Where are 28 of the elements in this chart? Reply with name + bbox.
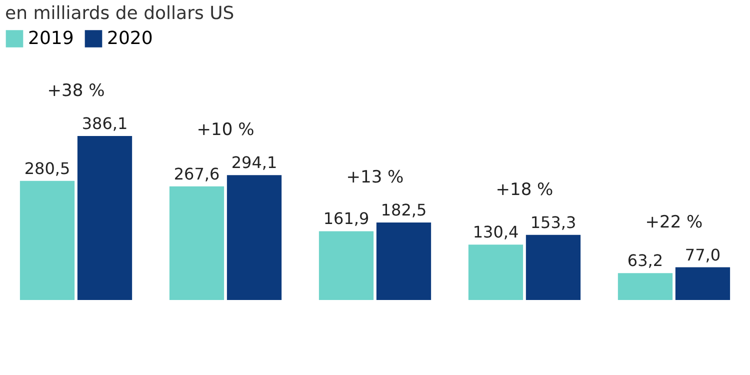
chart-subtitle: en milliards de dollars US	[5, 3, 234, 24]
annotation: +13 %	[346, 167, 404, 188]
annotation: +18 %	[496, 180, 554, 200]
data-label: 77,0	[684, 245, 721, 264]
bar	[20, 180, 75, 300]
data-label: 153,3	[530, 212, 576, 232]
bar	[468, 244, 524, 300]
bar	[318, 231, 374, 300]
bar	[77, 136, 132, 300]
bar	[376, 222, 432, 300]
data-label: 182,5	[380, 200, 427, 220]
data-label: 386,1	[82, 114, 128, 133]
data-label: 63,2	[627, 251, 664, 270]
data-label: 294,1	[231, 153, 278, 172]
bar	[675, 267, 730, 300]
bar	[226, 175, 282, 300]
text: +38 %	[47, 81, 105, 101]
data-label: 130,4	[472, 222, 519, 242]
bar	[169, 186, 224, 300]
data-label: 267,6	[174, 164, 220, 184]
annotation: +10 %	[196, 120, 254, 140]
data-label: 280,5	[24, 158, 70, 178]
bar	[618, 273, 673, 300]
data-label: 161,9	[323, 209, 370, 228]
annotation: +22 %	[645, 212, 703, 232]
legend-label: 2020	[107, 28, 153, 49]
legend-label: 2019	[28, 28, 74, 49]
bar	[526, 234, 581, 300]
